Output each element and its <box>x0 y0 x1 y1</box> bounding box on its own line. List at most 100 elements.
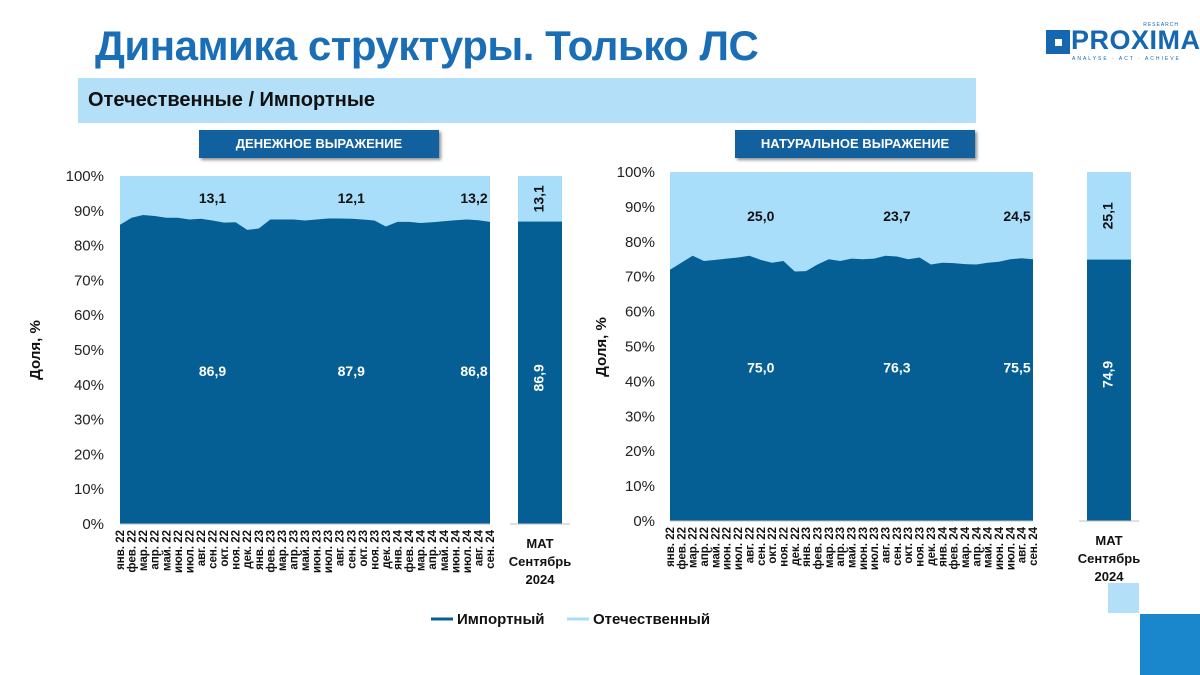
y-tick-label: 50% <box>625 339 655 356</box>
y-tick-label: 10% <box>625 478 655 495</box>
page-title: Динамика структуры. Только ЛС <box>95 22 759 69</box>
y-axis-label: Доля, % <box>593 317 610 377</box>
x-tick-label: мар. 23 <box>824 527 836 568</box>
x-tick-label: мар. 24 <box>960 526 972 568</box>
section-bar: Отечественные / Импортные <box>78 78 976 123</box>
y-tick-label: 70% <box>74 272 104 289</box>
x-tick-label: ноя. 22 <box>778 527 790 567</box>
x-tick-label: ноя. 23 <box>369 530 381 570</box>
x-tick-label: апр. 24 <box>427 529 439 569</box>
x-tick-label: мар. 24 <box>416 529 428 571</box>
y-tick-label: 90% <box>74 203 104 220</box>
imported-data-label: 86,9 <box>199 363 226 379</box>
x-tick-label: май. 22 <box>161 530 173 571</box>
imported-data-label: 87,9 <box>338 363 365 379</box>
decor-square-light <box>1108 583 1139 613</box>
x-tick-label: авг. 22 <box>744 527 756 563</box>
x-tick-label: авг. 22 <box>196 530 208 566</box>
y-tick-label: 40% <box>625 373 655 390</box>
x-tick-label: июн. 24 <box>450 529 462 573</box>
x-tick-label: июл. 22 <box>733 527 745 570</box>
x-tick-label: дек. 22 <box>242 530 254 569</box>
x-tick-label: ноя. 22 <box>231 530 243 570</box>
y-tick-label: 80% <box>74 238 104 255</box>
y-tick-label: 40% <box>74 377 104 394</box>
x-tick-label: окт. 23 <box>358 530 370 567</box>
x-tick-label: июл. 22 <box>184 530 196 573</box>
mat-label-line1: MAT <box>1095 533 1122 548</box>
imported-area-0 <box>120 215 490 524</box>
mat-domestic-label: 25,1 <box>1100 202 1116 229</box>
y-tick-label: 60% <box>74 307 104 324</box>
mat-label-line2: Сентябрь <box>509 554 571 569</box>
y-tick-label: 50% <box>74 342 104 359</box>
logo-wordmark: PROXIMA <box>1071 25 1200 55</box>
x-tick-label: июн. 23 <box>312 530 324 573</box>
x-tick-label: окт. 23 <box>903 527 915 564</box>
y-tick-label: 70% <box>625 269 655 286</box>
domestic-data-label: 23,7 <box>883 208 910 224</box>
x-tick-label: июл. 24 <box>1005 526 1017 570</box>
x-tick-label: мар. 23 <box>277 530 289 571</box>
y-tick-label: 100% <box>66 168 104 185</box>
y-tick-label: 30% <box>625 408 655 425</box>
logo-research: RESEARCH <box>1143 22 1179 28</box>
y-tick-label: 20% <box>625 443 655 460</box>
x-tick-label: авг. 23 <box>881 527 893 563</box>
logo-square-icon <box>1046 30 1070 54</box>
x-tick-label: янв. 24 <box>937 526 949 567</box>
legend-label: Импортный <box>457 611 545 628</box>
x-tick-label: сен. 22 <box>756 527 768 566</box>
x-tick-label: авг. 24 <box>473 529 485 566</box>
x-tick-label: фев. 24 <box>404 529 416 572</box>
x-tick-label: фев. 22 <box>127 530 139 573</box>
x-tick-label: фев. 23 <box>812 527 824 570</box>
x-tick-label: июн. 22 <box>722 527 734 570</box>
y-tick-label: 20% <box>74 446 104 463</box>
money-chart-badge: ДЕНЕЖНОЕ ВЫРАЖЕНИЕ <box>199 130 439 158</box>
x-tick-label: апр. 23 <box>835 527 847 567</box>
x-tick-label: сен. 23 <box>892 527 904 566</box>
x-tick-label: май. 23 <box>300 530 312 571</box>
x-tick-label: дек. 23 <box>926 527 938 566</box>
x-tick-label: мар. 22 <box>138 530 150 571</box>
x-tick-label: июл. 24 <box>462 529 474 573</box>
domestic-data-label: 25,0 <box>747 208 774 224</box>
x-tick-label: май. 24 <box>439 529 451 571</box>
x-tick-label: сен. 24 <box>485 529 497 569</box>
x-tick-label: апр. 22 <box>150 530 162 570</box>
section-title: Отечественные / Импортные <box>88 89 376 111</box>
imported-data-label: 86,8 <box>460 363 487 379</box>
y-tick-label: 80% <box>625 234 655 251</box>
domestic-data-label: 24,5 <box>1003 208 1030 224</box>
x-tick-label: фев. 22 <box>676 527 688 570</box>
imported-area-1 <box>670 255 1033 522</box>
x-tick-label: янв. 23 <box>801 527 813 567</box>
y-axis-label: Доля, % <box>27 320 44 380</box>
x-tick-label: июн. 24 <box>994 526 1006 570</box>
x-tick-label: фев. 23 <box>265 530 277 573</box>
mat-label-line1: MAT <box>526 536 553 551</box>
x-tick-label: июл. 23 <box>323 530 335 573</box>
x-tick-label: июн. 23 <box>858 527 870 570</box>
x-tick-label: май. 23 <box>847 527 859 568</box>
decor-square-dark <box>1140 614 1200 675</box>
y-tick-label: 0% <box>633 513 655 530</box>
mat-imported-bar-0 <box>518 221 562 524</box>
mat-imported-label: 74,9 <box>1100 361 1116 388</box>
y-tick-label: 0% <box>82 516 104 533</box>
x-tick-label: дек. 22 <box>790 527 802 566</box>
logo-tagline: ANALYSE · ACT · ACHIEVE <box>1072 56 1181 62</box>
x-tick-label: янв. 22 <box>115 530 127 570</box>
x-tick-label: окт. 22 <box>767 527 779 564</box>
volume-chart-badge: НАТУРАЛЬНОЕ ВЫРАЖЕНИЕ <box>735 130 975 158</box>
mat-domestic-label: 13,1 <box>531 185 547 212</box>
x-tick-label: ноя. 23 <box>915 527 927 567</box>
x-tick-label: сен. 22 <box>208 530 220 569</box>
domestic-data-label: 12,1 <box>338 190 365 206</box>
domestic-data-label: 13,2 <box>460 190 487 206</box>
x-tick-label: май. 22 <box>710 527 722 568</box>
x-tick-label: авг. 23 <box>335 530 347 566</box>
x-tick-label: авг. 24 <box>1017 526 1029 563</box>
